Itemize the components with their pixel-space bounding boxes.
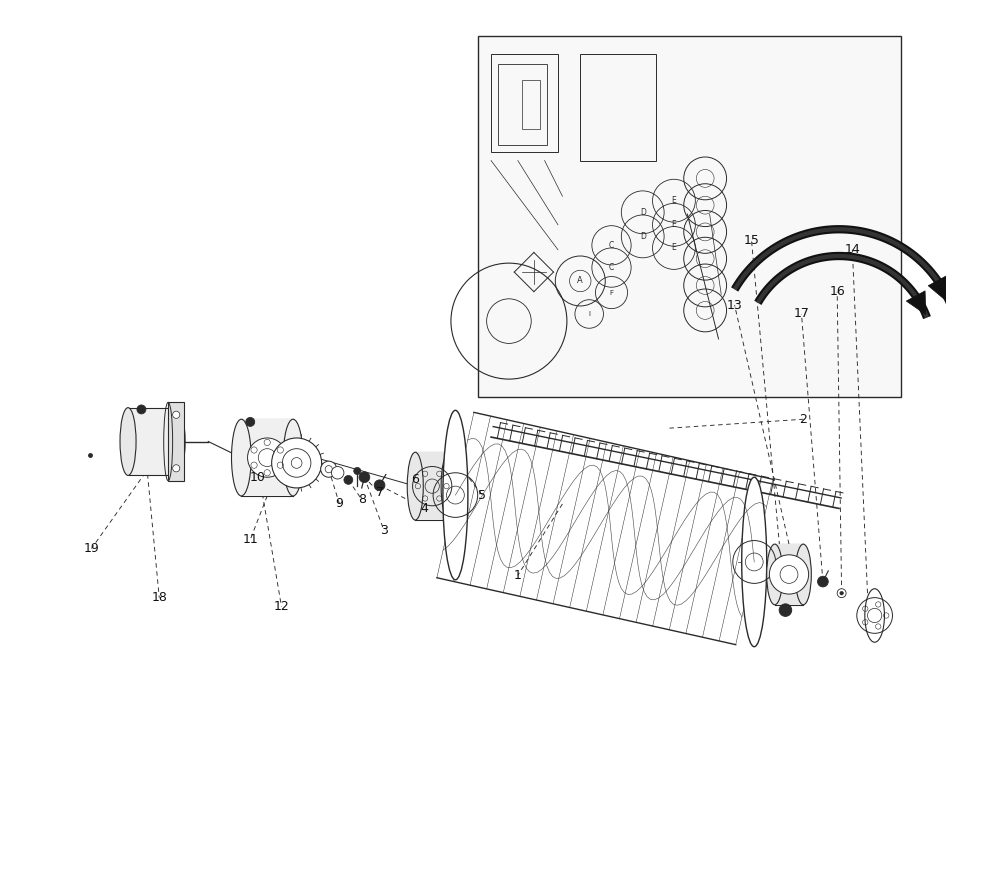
Circle shape <box>137 405 146 414</box>
Text: E: E <box>672 244 676 252</box>
Bar <box>491 54 558 152</box>
Text: 3: 3 <box>380 524 388 537</box>
Circle shape <box>248 438 287 477</box>
Text: 10: 10 <box>249 471 265 483</box>
Ellipse shape <box>795 544 811 605</box>
Circle shape <box>769 555 809 594</box>
Text: 12: 12 <box>274 600 289 613</box>
Ellipse shape <box>169 408 185 475</box>
Ellipse shape <box>441 452 457 520</box>
Bar <box>775 544 803 605</box>
Bar <box>415 452 449 520</box>
Circle shape <box>344 475 353 484</box>
Text: 5: 5 <box>478 489 486 501</box>
Text: E: E <box>672 196 676 205</box>
Circle shape <box>837 589 846 598</box>
Ellipse shape <box>232 419 251 496</box>
Bar <box>128 408 177 475</box>
Circle shape <box>173 411 180 418</box>
Ellipse shape <box>865 589 884 642</box>
Circle shape <box>173 465 180 472</box>
Ellipse shape <box>283 419 303 496</box>
Ellipse shape <box>120 408 136 475</box>
Bar <box>580 54 656 161</box>
Text: 15: 15 <box>744 235 759 247</box>
Circle shape <box>374 480 385 491</box>
Circle shape <box>840 591 843 595</box>
Ellipse shape <box>443 410 468 580</box>
Text: 16: 16 <box>829 285 845 298</box>
Text: 8: 8 <box>358 493 366 506</box>
Polygon shape <box>928 276 951 304</box>
Text: 6: 6 <box>411 474 419 486</box>
Text: 11: 11 <box>242 533 258 546</box>
Circle shape <box>331 467 344 479</box>
Text: 17: 17 <box>794 308 809 320</box>
Circle shape <box>246 417 255 426</box>
Text: 2: 2 <box>799 413 807 425</box>
Bar <box>522 80 540 129</box>
Text: 13: 13 <box>727 299 742 311</box>
Text: F: F <box>610 290 614 295</box>
Bar <box>498 64 547 145</box>
Text: 7: 7 <box>376 486 384 499</box>
Text: 1: 1 <box>514 569 522 582</box>
Text: 19: 19 <box>84 542 99 555</box>
Polygon shape <box>906 291 926 315</box>
Text: I: I <box>588 311 590 317</box>
Circle shape <box>779 604 792 616</box>
Circle shape <box>321 461 337 477</box>
Text: C: C <box>609 263 614 272</box>
Text: D: D <box>640 232 646 241</box>
Circle shape <box>359 472 370 483</box>
Bar <box>241 419 293 496</box>
Circle shape <box>818 576 828 587</box>
Ellipse shape <box>742 477 767 647</box>
Text: C: C <box>609 241 614 250</box>
Circle shape <box>272 438 322 488</box>
Text: 4: 4 <box>420 502 428 515</box>
Text: 14: 14 <box>844 244 860 256</box>
Text: 18: 18 <box>151 591 167 604</box>
Text: D: D <box>640 208 646 217</box>
Ellipse shape <box>407 452 423 520</box>
Bar <box>168 402 184 481</box>
Text: E: E <box>672 220 676 229</box>
Circle shape <box>354 467 361 475</box>
Text: A: A <box>577 277 583 285</box>
Ellipse shape <box>767 544 783 605</box>
Bar <box>478 36 901 397</box>
Text: 9: 9 <box>336 498 343 510</box>
